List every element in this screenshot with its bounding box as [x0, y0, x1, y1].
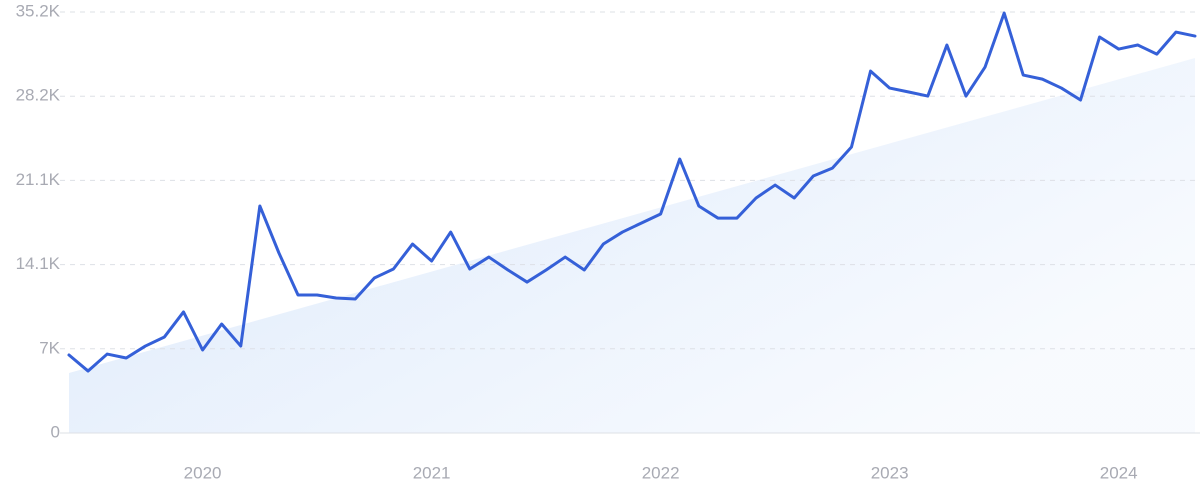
- y-tick-label: 21.1K: [16, 170, 61, 189]
- x-tick-label: 2024: [1100, 463, 1138, 482]
- y-tick-label: 7K: [39, 338, 60, 357]
- x-tick-label: 2023: [871, 463, 909, 482]
- x-tick-label: 2020: [184, 463, 222, 482]
- data-line: [67, 11, 1197, 373]
- x-tick-label: 2022: [642, 463, 680, 482]
- trend-area: [69, 58, 1195, 433]
- y-tick-label: 35.2K: [16, 1, 61, 20]
- x-tick-label: 2021: [413, 463, 451, 482]
- y-tick-label: 0: [51, 422, 60, 441]
- y-tick-label: 28.2K: [16, 86, 61, 105]
- y-tick-label: 14.1K: [16, 254, 61, 273]
